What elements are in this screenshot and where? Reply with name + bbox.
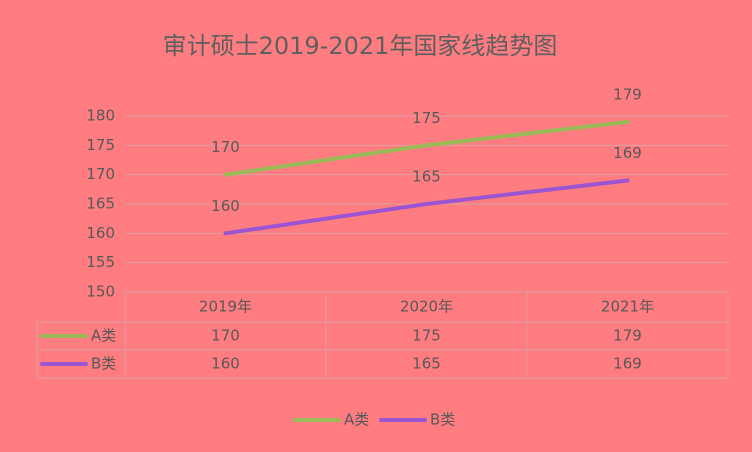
table-cell: 160 (211, 355, 240, 373)
y-tick-label: 160 (86, 224, 115, 242)
chart-title: 审计硕士2019-2021年国家线趋势图 (163, 32, 558, 60)
data-label: 179 (613, 85, 642, 103)
x-tick-label: 2020年 (400, 298, 453, 316)
table-cell: 170 (211, 327, 240, 345)
y-tick-label: 175 (86, 136, 115, 154)
x-tick-label: 2021年 (601, 298, 654, 316)
data-label: 170 (211, 138, 240, 156)
y-tick-label: 180 (86, 107, 115, 125)
y-tick-label: 170 (86, 165, 115, 183)
data-label: 169 (613, 144, 642, 162)
line-series (223, 119, 630, 177)
y-tick-label: 165 (86, 195, 115, 213)
table-cell: 175 (412, 327, 441, 345)
table-cell: 179 (613, 327, 642, 345)
legend-label: A类 (344, 411, 369, 429)
table-cell: 165 (412, 355, 441, 373)
data-label: 160 (211, 197, 240, 215)
legend-label: B类 (430, 411, 455, 429)
data-label: 175 (412, 109, 441, 127)
table-row-label: A类 (91, 327, 116, 345)
y-tick-label: 155 (86, 253, 115, 271)
data-label: 165 (412, 168, 441, 186)
x-tick-label: 2019年 (199, 298, 252, 316)
y-tick-label: 150 (86, 283, 115, 301)
line-series (223, 178, 630, 236)
table-cell: 169 (613, 355, 642, 373)
table-row-label: B类 (91, 355, 116, 373)
